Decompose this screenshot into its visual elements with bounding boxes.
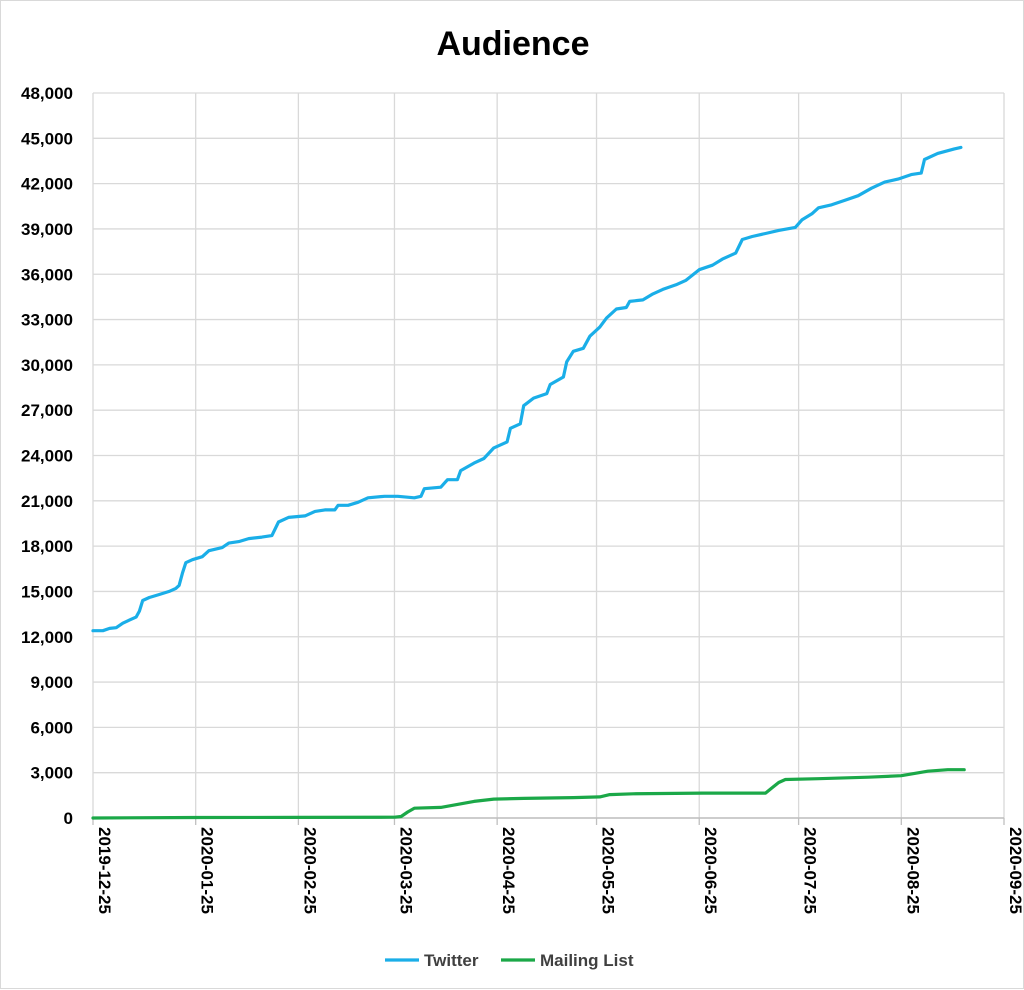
x-tick-label: 2020-03-25 <box>396 827 415 914</box>
legend-label: Mailing List <box>540 951 634 970</box>
x-tick-label: 2020-05-25 <box>599 827 618 914</box>
legend: Twitter Mailing List <box>385 951 634 970</box>
y-tick-label: 36,000 <box>21 265 73 284</box>
chart-title: Audience <box>436 25 589 63</box>
y-tick-label: 48,000 <box>21 84 73 103</box>
x-tick-label: 2020-06-25 <box>701 827 720 914</box>
y-tick-label: 0 <box>64 809 73 828</box>
y-tick-label: 33,000 <box>21 311 73 330</box>
y-tick-label: 39,000 <box>21 220 73 239</box>
y-tick-label: 12,000 <box>21 628 73 647</box>
x-tick-label: 2020-04-25 <box>499 827 518 914</box>
x-tick-label: 2020-09-25 <box>1006 827 1024 914</box>
y-tick-label: 6,000 <box>30 718 73 737</box>
series-line-twitter <box>91 145 963 633</box>
x-tick-label: 2020-07-25 <box>801 827 820 914</box>
x-tick-label: 2020-02-25 <box>300 827 319 914</box>
y-tick-label: 45,000 <box>21 129 73 148</box>
gridlines <box>92 92 1005 825</box>
series-line-mailing-list <box>91 768 966 820</box>
y-tick-label: 15,000 <box>21 582 73 601</box>
x-tick-label: 2019-12-25 <box>95 827 114 914</box>
y-tick-label: 24,000 <box>21 447 73 466</box>
x-tick-label: 2020-08-25 <box>903 827 922 914</box>
series-lines <box>91 145 966 820</box>
x-tick-label: 2020-01-25 <box>198 827 217 914</box>
y-tick-label: 9,000 <box>30 673 73 692</box>
y-tick-label: 30,000 <box>21 356 73 375</box>
y-tick-label: 42,000 <box>21 175 73 194</box>
y-tick-label: 27,000 <box>21 401 73 420</box>
y-tick-label: 21,000 <box>21 492 73 511</box>
y-tick-label: 18,000 <box>21 537 73 556</box>
x-axis-ticks: 2019-12-25 2020-01-25 2020-02-25 2020-03-25… <box>95 827 1024 914</box>
y-axis-ticks: 0 3,000 6,000 9,000 12,000 15,000 18,000 21,000… <box>21 84 73 828</box>
legend-label: Twitter <box>424 951 479 970</box>
y-tick-label: 3,000 <box>30 764 73 783</box>
